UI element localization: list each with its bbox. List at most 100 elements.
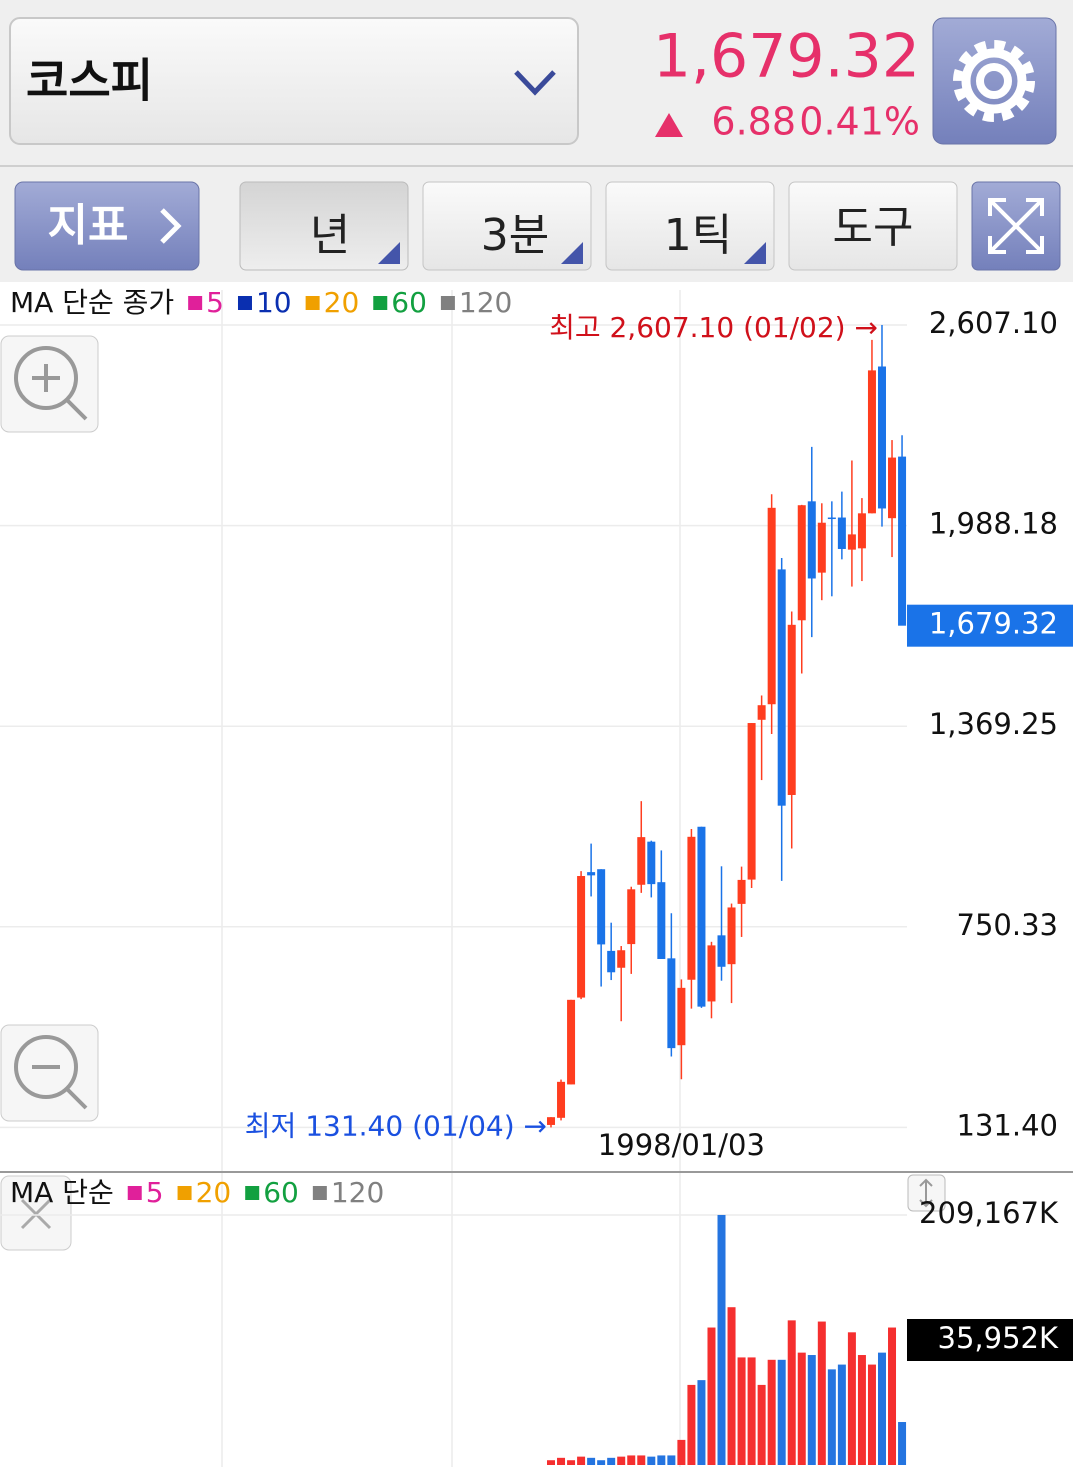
period-label: 년 [310,210,350,261]
candle-body [737,879,746,904]
candle-body [547,1117,555,1125]
volume-bar [898,1422,907,1465]
legend-swatch [127,1186,142,1200]
candle-body [877,366,886,509]
volume-bar [737,1357,746,1465]
legend-swatch [312,1186,327,1200]
legend-swatch [177,1186,192,1200]
legend-swatch [237,296,252,310]
volume-bar [877,1352,886,1465]
volume-bar [687,1384,696,1465]
y-tick-label: 1,369.25 [929,707,1058,741]
minute-button[interactable] [422,181,592,271]
candle-body [727,907,736,965]
index-name: 코스피 [26,54,153,108]
tick-button[interactable] [605,181,775,271]
x-tick-label: 1998/01/03 [598,1128,765,1162]
candle-body [827,517,836,520]
volume-bar [597,1460,606,1465]
volume-bar [888,1327,897,1465]
charts: 131.40 750.33 1,369.25 1,988.18 2,607.10 MA 단… [0,286,1073,1465]
candle-body [597,869,606,945]
period-button[interactable] [239,181,409,271]
candle-body [707,945,716,1002]
candle-body [697,826,706,1007]
volume-bar [607,1457,616,1465]
candle-body [898,456,907,626]
volume-bar [857,1355,866,1465]
minute-label: 3분 [481,210,549,261]
volume-bar [577,1456,586,1465]
volume-bar [627,1455,636,1465]
corner-mark [378,242,400,264]
low-annotation: 최저 131.40 (01/04) → [245,1109,547,1142]
volume-bar [837,1364,846,1465]
volume-bar [817,1321,826,1465]
zoom-out-icon [14,1035,88,1110]
volume-bar [657,1455,666,1465]
indicator-button[interactable] [14,181,200,271]
volume-bar [707,1327,716,1465]
tick-label: 1틱 [664,210,732,261]
candle-body [757,705,766,720]
y-tick-label: 2,607.10 [929,306,1058,340]
candle-body [587,872,596,876]
volume-bar [557,1457,566,1465]
change-rate: 0.41% [799,100,920,144]
candle-body [687,836,696,980]
candle-body [847,534,856,550]
legend-swatch [440,296,455,310]
candle-body [807,501,816,579]
current-price: 1,679.32 [653,22,920,92]
legend-swatch [245,1186,260,1200]
change: 6.88 [711,100,796,144]
legend-label: 120 [331,1176,384,1209]
volume-bar [677,1439,686,1465]
settings-button[interactable] [932,17,1057,145]
last-price-box [907,604,1073,647]
legend-label: 5 [206,286,224,319]
candle-body [787,624,796,795]
volume-bar [717,1214,726,1465]
expand-icon [988,198,1044,254]
legend-label: 120 [459,286,512,319]
tools-label: 도구 [833,202,914,253]
legend-title: MA 단순 종가 [10,286,174,319]
legend-label: 10 [256,286,292,319]
candle-body [717,935,726,967]
volume-bar [757,1384,766,1465]
candle-body [888,457,897,519]
zoom-in-icon [14,346,88,421]
legend-swatch [188,296,203,310]
volume-bar [847,1332,856,1465]
candle-body [837,517,846,549]
index-dropdown[interactable] [9,17,579,145]
candle-body [857,513,866,549]
chevron [160,208,182,244]
candle-body [637,837,646,885]
candle-body [677,987,686,1046]
legend-title: MA 단순 [10,1176,114,1209]
volume-bar [747,1357,756,1465]
candle-body [657,882,666,959]
indicator-label: 지표 [48,200,129,251]
y-tick-label: 750.33 [957,908,1058,942]
volume-bar [787,1320,796,1465]
volume-bar [547,1460,555,1465]
legend-label: 5 [146,1176,164,1209]
tools-button[interactable] [788,181,958,271]
candle-body [667,958,676,1049]
candle-body [797,505,806,621]
candle-body [567,999,576,1085]
legend-swatch [373,296,388,310]
candle-body [747,723,756,880]
volume-bar [617,1456,626,1465]
legend-label: 60 [391,286,427,319]
gear-icon [953,40,1035,122]
volume-bar [807,1355,816,1465]
chevron [514,70,556,96]
last-volume-box [907,1319,1073,1361]
legend-label: 60 [263,1176,299,1209]
candle-body [777,569,786,806]
